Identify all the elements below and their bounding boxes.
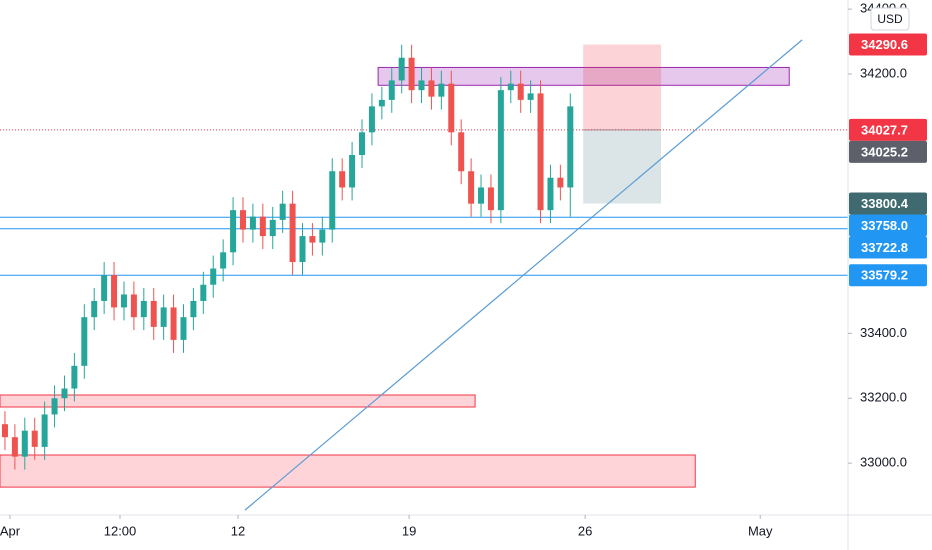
candle-body <box>170 307 177 340</box>
zone <box>0 394 476 408</box>
candle-body <box>418 80 425 91</box>
price-label: 34025.2 <box>861 144 908 159</box>
candle-body <box>368 106 375 133</box>
time-axis <box>0 515 932 550</box>
candle-body <box>557 177 564 188</box>
candle-body <box>259 216 266 237</box>
candle-body <box>329 171 336 230</box>
candle-body <box>398 57 405 81</box>
candle-body <box>200 284 207 301</box>
currency: USD <box>877 12 903 26</box>
price-label-bg <box>849 264 927 287</box>
price-label-bg <box>849 192 927 215</box>
price-label-bg <box>849 140 927 163</box>
candle-body <box>458 132 465 172</box>
candle-body <box>91 300 98 318</box>
candle-body <box>220 252 227 269</box>
candle-body <box>180 317 187 340</box>
price-label: 34290.6 <box>861 37 908 52</box>
candle-body <box>507 83 514 91</box>
candle-body <box>547 177 554 211</box>
candle-body <box>71 365 78 389</box>
candle-body <box>81 317 88 366</box>
candle-body <box>468 171 475 204</box>
x-tick-label: Apr <box>0 523 21 538</box>
candle-body <box>230 210 237 253</box>
candle-body <box>517 83 524 100</box>
candle-body <box>11 437 18 457</box>
candle-body <box>537 93 544 211</box>
candle-body <box>527 93 534 100</box>
currency-box <box>870 7 910 31</box>
price-label: 34027.7 <box>861 122 908 137</box>
price-label: 33579.2 <box>861 268 908 283</box>
candle-body <box>478 187 485 204</box>
y-tick-label: 33000.0 <box>860 455 907 470</box>
candle-body <box>269 219 276 237</box>
x-tick-label: 12:00 <box>104 523 137 538</box>
candle-body <box>359 132 366 156</box>
trendline <box>244 39 803 511</box>
candle-body <box>51 398 58 415</box>
zone <box>377 66 790 86</box>
candle-body <box>378 99 385 107</box>
candle-body <box>61 388 68 399</box>
price-label: 33722.8 <box>861 240 908 255</box>
x-tick-label: 26 <box>578 523 592 538</box>
candle-body <box>210 268 217 285</box>
y-tick-label: 33400.0 <box>860 325 907 340</box>
y-tick-label: 33200.0 <box>860 390 907 405</box>
candle-body <box>101 275 108 301</box>
candle-body <box>319 229 326 243</box>
x-tick-label: May <box>748 523 773 538</box>
candle-body <box>150 300 157 327</box>
price-label-bg <box>849 118 927 141</box>
price-label-bg <box>849 236 927 259</box>
candle-body <box>31 430 38 447</box>
price-label-bg <box>849 33 927 56</box>
zone <box>0 454 696 488</box>
candle-body <box>448 83 455 133</box>
candle-body <box>289 203 296 263</box>
candle-body <box>239 210 246 230</box>
candle-body <box>279 203 286 220</box>
candle-body <box>299 236 306 263</box>
candle-body <box>190 300 197 318</box>
x-tick-label: 12 <box>231 523 245 538</box>
price-label-bg <box>849 214 927 237</box>
candle-body <box>567 106 574 188</box>
candle-body <box>438 83 445 97</box>
candle-body <box>388 80 395 100</box>
candle-body <box>160 307 167 327</box>
candle-body <box>487 187 494 211</box>
stop-zone <box>583 44 662 130</box>
candle-body <box>140 300 147 318</box>
candle-body <box>21 430 28 457</box>
price-label: 33758.0 <box>861 218 908 233</box>
candle-body <box>497 90 504 211</box>
candle-body <box>408 57 415 91</box>
candle-body <box>111 275 118 308</box>
candle-body <box>41 414 48 447</box>
candle-body <box>339 171 346 188</box>
x-tick-label: 19 <box>402 523 416 538</box>
candle-body <box>1 424 8 438</box>
candle-body <box>120 294 127 308</box>
candle-body <box>249 216 256 230</box>
candle-body <box>349 155 356 188</box>
candle-body <box>309 236 316 243</box>
candle-body <box>130 294 137 318</box>
y-tick-label: 34200.0 <box>860 65 907 80</box>
candle-body <box>428 80 435 97</box>
price-label: 33800.4 <box>861 196 909 211</box>
